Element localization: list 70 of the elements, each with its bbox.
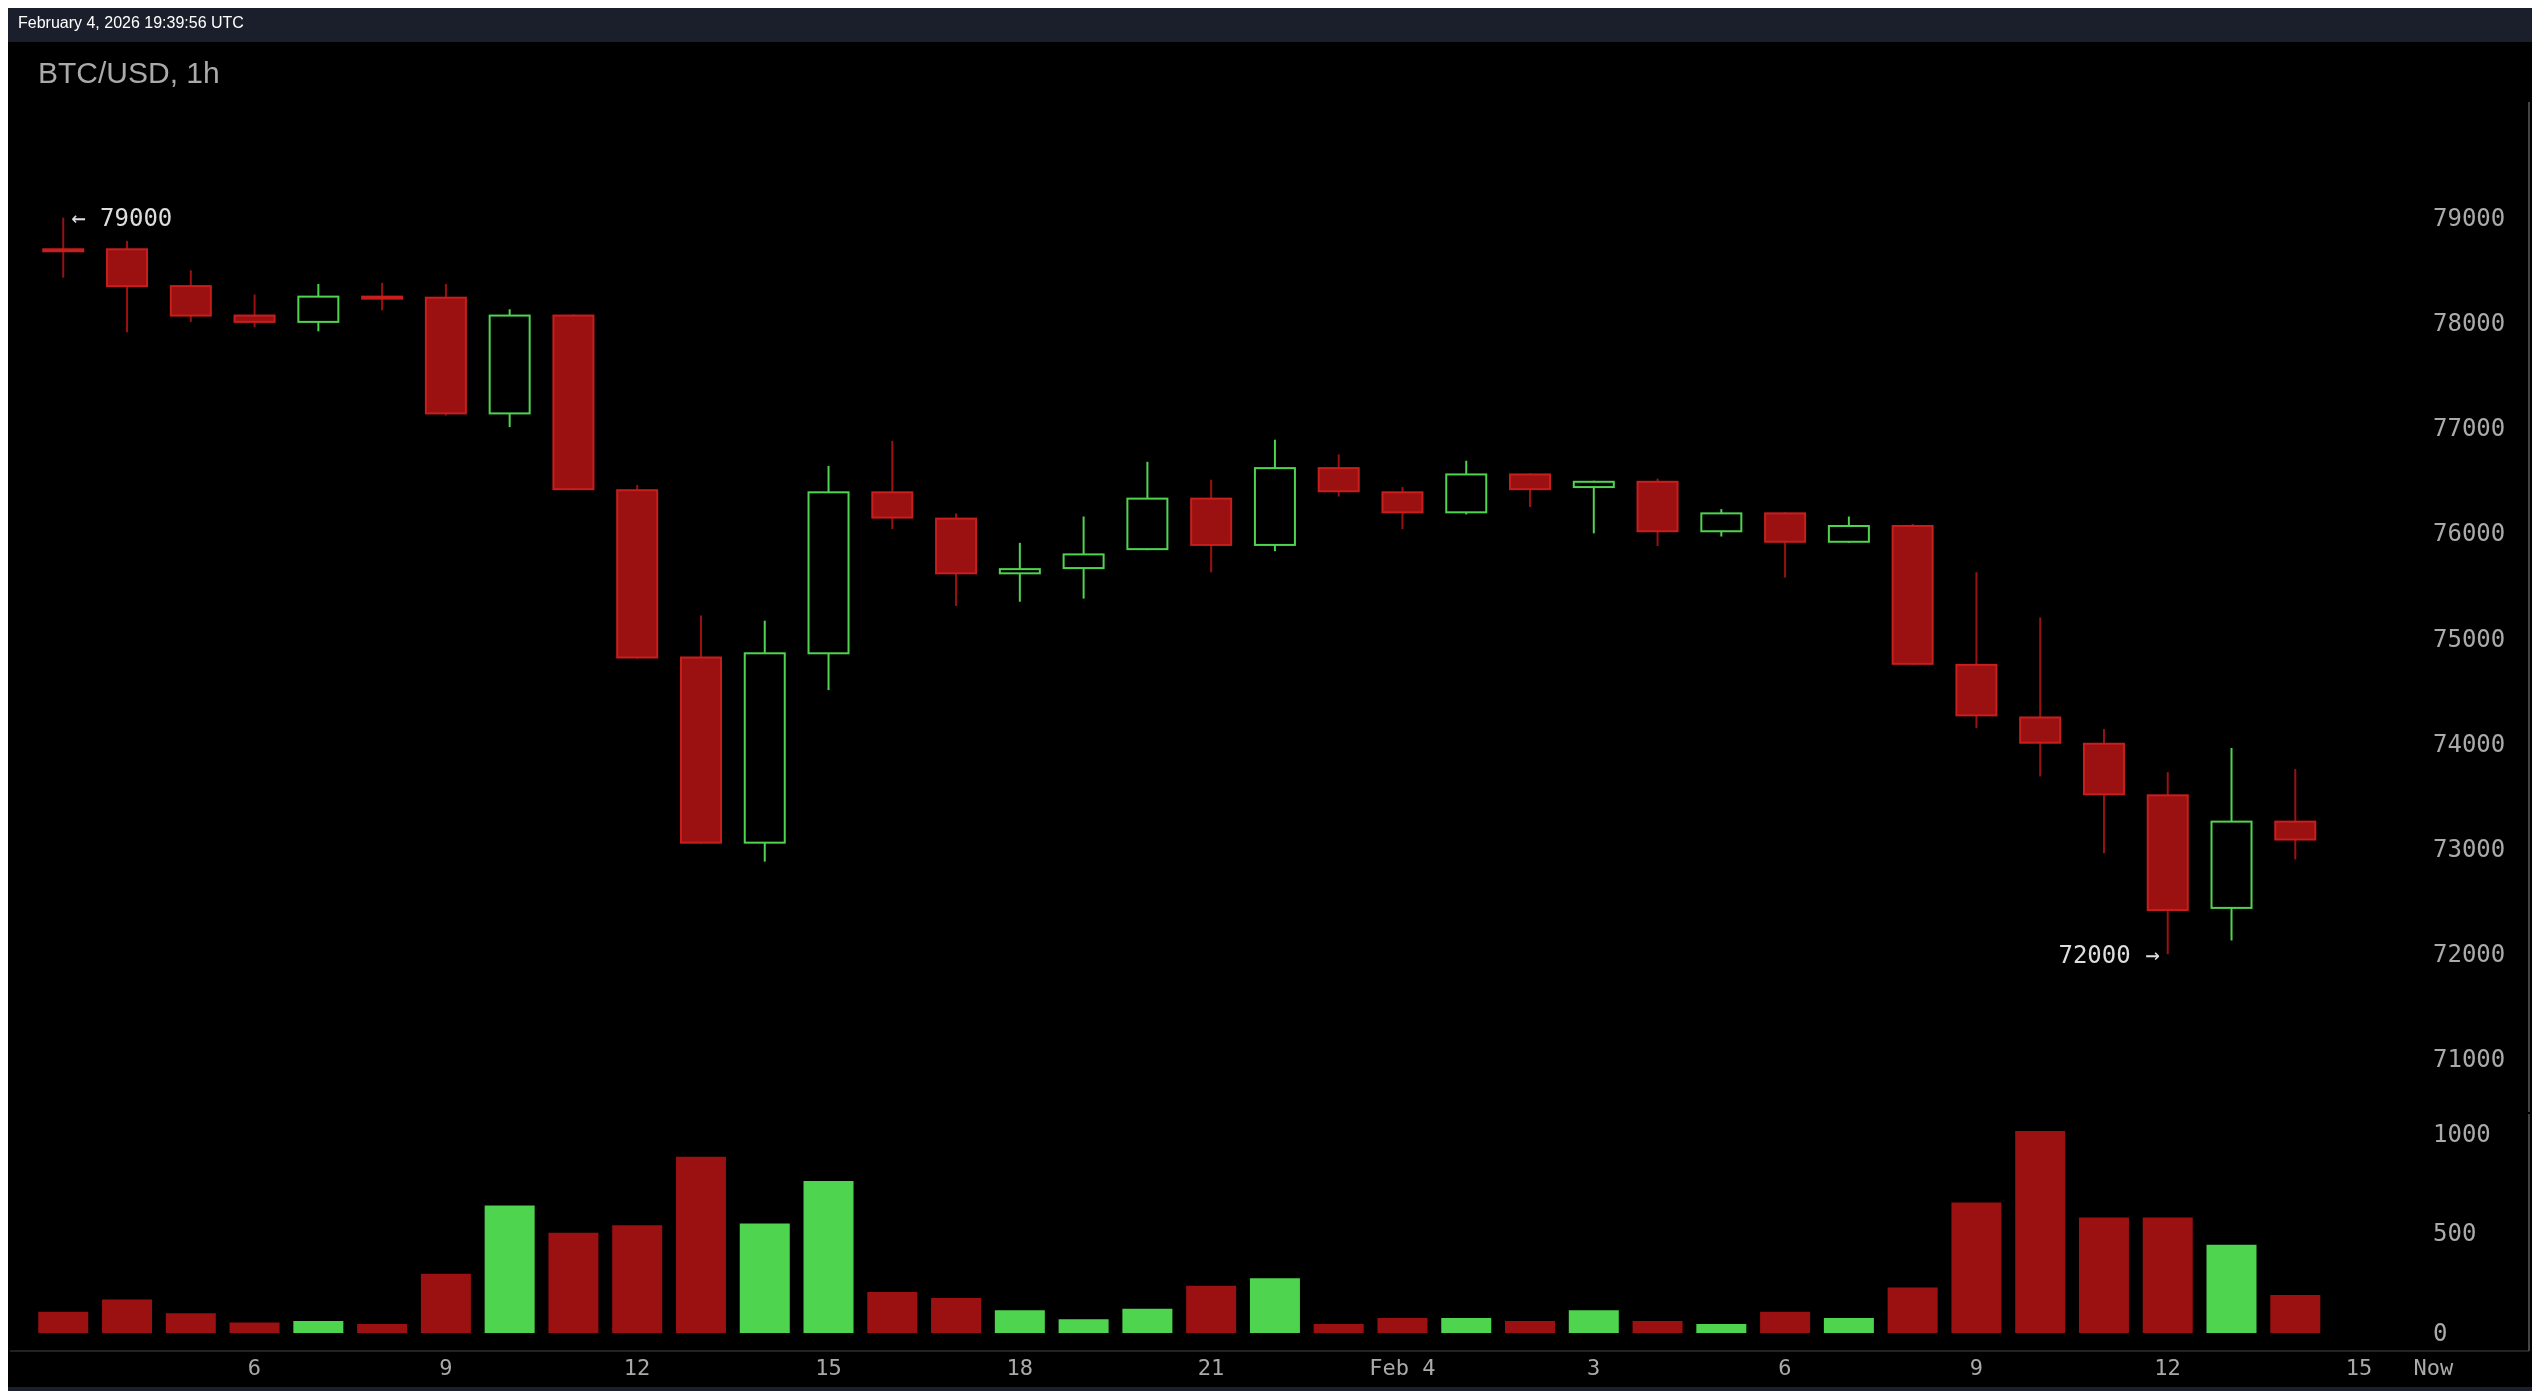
x-tick-label: 12 [2154,1354,2181,1380]
bar [1887,1287,1938,1334]
bar [1823,1317,1874,1334]
bar [2078,1217,2129,1334]
text: February 4, 2026 19:39:56 UTC [18,14,244,31]
annotation: ← 79000 [71,204,173,233]
bar [1951,1202,2002,1334]
bar [1186,1285,1237,1334]
y-tick-label: 78000 [2433,308,2506,337]
bar [293,1320,344,1334]
candlestick [1062,515,1105,600]
x-tick-label: 6 [1778,1354,1792,1380]
x-tick-label: 9 [439,1354,453,1380]
bar [2270,1295,2321,1334]
y-tick-label: 1000 [2433,1119,2491,1148]
bar [931,1298,982,1334]
y-tick-label: 72000 [2433,940,2506,969]
y-tick-label: 77000 [2433,414,2506,443]
bar [357,1323,408,1334]
bar [229,1322,280,1334]
bar [2142,1217,2193,1334]
bar [1313,1323,1364,1334]
bar [1760,1311,1811,1334]
bar [2206,1244,2257,1334]
candlestick [233,293,276,329]
bar [803,1181,854,1334]
x-tick-label: 12 [623,1354,651,1380]
chart-title: BTC/USD, 1h [38,56,220,90]
x-tick-label: Now [2413,1354,2454,1380]
bar [548,1232,599,1334]
bar [2015,1130,2066,1334]
y-tick-label: 71000 [2433,1045,2506,1074]
bar [1122,1308,1173,1334]
bar [1249,1278,1300,1334]
bar [1505,1320,1556,1334]
bar [1568,1310,1619,1334]
bar [102,1299,153,1334]
y-tick-label: 74000 [2433,729,2506,758]
y-tick-label: 0 [2433,1319,2448,1348]
bar [612,1225,663,1334]
bar [1377,1317,1428,1334]
bar [38,1311,89,1334]
candlestick [361,281,404,312]
x-tick-label: 6 [247,1354,262,1380]
bar [420,1273,471,1334]
candlestick [998,541,1041,603]
bar [739,1223,790,1334]
bar [1058,1319,1109,1334]
y-tick-label: 75000 [2433,624,2506,653]
bar [165,1313,216,1334]
x-tick-label: 18 [1006,1354,1033,1380]
bar [867,1292,918,1334]
bar [1696,1323,1747,1334]
x-tick-label: 9 [1969,1354,1983,1380]
y-tick-label: 73000 [2433,834,2506,863]
candlestick [42,216,85,279]
bar [1441,1317,1492,1334]
bar [1632,1320,1683,1334]
x-tick-label: 21 [1197,1354,1225,1380]
annotation: 72000 → [2058,940,2160,969]
x-tick-label: Feb 4 [1369,1354,1436,1380]
x-tick-label: 3 [1587,1354,1601,1380]
bar [675,1156,726,1334]
y-tick-label: 500 [2433,1219,2477,1248]
bar [484,1205,535,1334]
y-tick-label: 76000 [2433,519,2506,548]
x-tick-label: 15 [2345,1354,2373,1380]
x-tick-label: 15 [815,1354,842,1380]
y-tick-label: 79000 [2433,203,2506,232]
bar [994,1310,1045,1334]
